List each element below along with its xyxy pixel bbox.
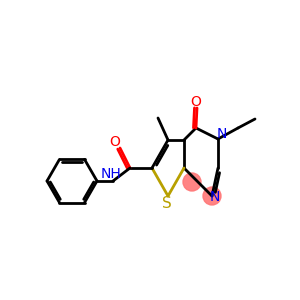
Text: NH: NH xyxy=(100,167,122,181)
Text: N: N xyxy=(210,190,220,204)
Circle shape xyxy=(203,187,221,205)
Circle shape xyxy=(183,173,201,191)
Text: O: O xyxy=(190,95,201,109)
Text: S: S xyxy=(162,196,172,211)
Text: N: N xyxy=(217,127,227,141)
Text: O: O xyxy=(110,135,120,149)
